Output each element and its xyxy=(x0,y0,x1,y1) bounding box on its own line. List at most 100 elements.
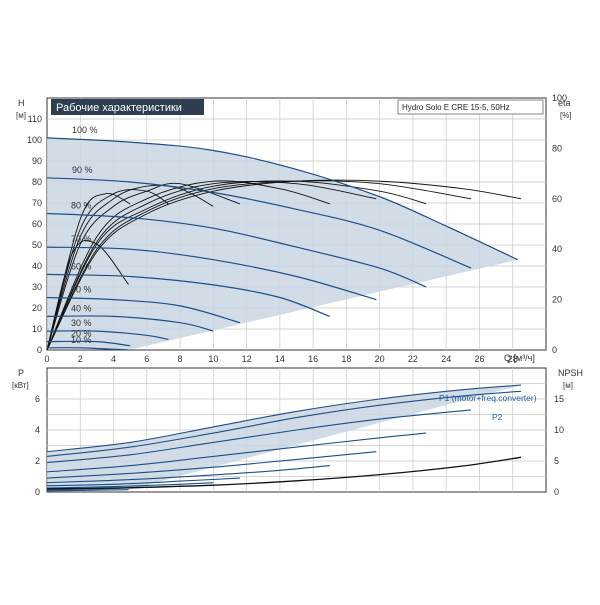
efficiency-curve xyxy=(46,240,129,351)
npsh-curve xyxy=(46,456,522,490)
head-curve xyxy=(46,273,331,317)
curve-speed-label: 100 % xyxy=(72,125,98,135)
y2-tick-label: 0 xyxy=(552,345,557,355)
y-tick-label: 0 xyxy=(37,345,42,355)
efficiency-curve xyxy=(46,179,522,351)
x-tick-label: 2 xyxy=(78,354,83,364)
lower-panel: 0 2 4 6 0 5 10 15 P [кВт] NPSH [м] P1 (motor+fr… xyxy=(12,367,583,497)
y-tick-label: 60 xyxy=(32,219,42,229)
efficiency-curve xyxy=(46,189,169,351)
y2-tick-label: 15 xyxy=(554,394,564,404)
chart-title: Рабочие характеристики xyxy=(56,102,182,114)
p1-curve-label: P1 (motor+freq.converter) xyxy=(439,393,537,403)
curve-speed-label: 20 % xyxy=(71,329,92,339)
curve-speed-label: 70 % xyxy=(71,234,92,244)
y-axis-label-h: H xyxy=(18,98,25,108)
y-tick-label: 90 xyxy=(32,156,42,166)
efficiency-curve xyxy=(46,180,330,351)
head-curve xyxy=(46,246,377,301)
power-curve xyxy=(46,432,427,473)
pump-model-label: Hydro Solo E CRE 15-5, 50Hz xyxy=(402,103,510,112)
y2-axis-label-npsh: NPSH xyxy=(558,368,583,378)
head-curve xyxy=(46,137,518,261)
efficiency-curve xyxy=(46,181,377,351)
y2-axis-unit-eta: [%] xyxy=(560,111,572,120)
p2-curve-label: P2 xyxy=(492,412,503,422)
x-tick-label: 28 xyxy=(508,354,518,364)
y-tick-label: 0 xyxy=(35,487,40,497)
power-curve xyxy=(46,477,240,487)
x-tick-label: 16 xyxy=(308,354,318,364)
curve-speed-label: 10 % xyxy=(71,335,92,345)
power-curve xyxy=(46,482,214,489)
head-curve xyxy=(46,212,427,288)
y2-tick-label: 10 xyxy=(554,425,564,435)
power-curve xyxy=(46,489,129,492)
y-tick-label: 50 xyxy=(32,240,42,250)
y-axis-unit-p: [кВт] xyxy=(12,381,29,390)
y2-axis-label-eta: eta xyxy=(558,98,571,108)
lower-axis-ticks: 0 2 4 6 0 5 10 15 xyxy=(35,394,564,497)
curve-speed-label: 40 % xyxy=(71,303,92,313)
power-curve xyxy=(46,390,522,457)
title-box xyxy=(51,99,204,115)
head-curves: 100 % 90 % 80 % 70 % 60 % 50 % 40 % 30 %20 %10 … xyxy=(46,125,518,351)
y-tick-label: 4 xyxy=(35,425,40,435)
y2-tick-label: 100 xyxy=(552,93,567,103)
upper-panel: 100 % 90 % 80 % 70 % 60 % 50 % 40 % 30 %20 %10 … xyxy=(16,93,572,364)
x-tick-label: 4 xyxy=(111,354,116,364)
head-curve xyxy=(46,340,131,347)
power-curve xyxy=(46,384,522,453)
x-tick-label: 22 xyxy=(408,354,418,364)
y-axis-label-p: P xyxy=(18,368,24,378)
x-tick-label: 26 xyxy=(474,354,484,364)
y2-tick-label: 5 xyxy=(554,456,559,466)
head-curve xyxy=(46,296,241,324)
y2-tick-label: 0 xyxy=(554,487,559,497)
x-tick-label: 14 xyxy=(275,354,285,364)
x-tick-label: 6 xyxy=(144,354,149,364)
y2-tick-label: 20 xyxy=(552,295,562,305)
y-tick-label: 40 xyxy=(32,261,42,271)
y-tick-label: 110 xyxy=(28,114,42,124)
head-curve xyxy=(46,177,472,269)
y-tick-label: 10 xyxy=(32,324,42,334)
y2-tick-label: 80 xyxy=(552,143,562,153)
efficiency-curve xyxy=(46,184,214,351)
curve-speed-label: 90 % xyxy=(72,165,93,175)
y-tick-label: 100 xyxy=(27,135,42,145)
info-box xyxy=(397,99,544,115)
x-tick-label: 0 xyxy=(44,354,49,364)
power-curve xyxy=(46,409,472,464)
y-tick-label: 2 xyxy=(35,456,40,466)
y-tick-label: 20 xyxy=(32,303,42,313)
npsh-curves xyxy=(46,456,522,490)
y-axis-unit-h: [м] xyxy=(16,111,26,120)
x-tick-label: 20 xyxy=(375,354,385,364)
y2-tick-label: 40 xyxy=(552,244,562,254)
x-axis-unit-q: Q [м³/ч] xyxy=(504,353,535,363)
x-tick-label: 24 xyxy=(441,354,451,364)
y-tick-label: 30 xyxy=(32,282,42,292)
y2-tick-label: 60 xyxy=(552,194,562,204)
x-tick-label: 18 xyxy=(341,354,351,364)
efficiency-curve xyxy=(46,180,472,351)
head-curve xyxy=(46,315,214,332)
head-curve xyxy=(46,330,169,341)
y2-axis-unit-npsh: [м] xyxy=(563,381,573,390)
curve-speed-label: 60 % xyxy=(71,261,92,271)
power-curve xyxy=(46,451,377,479)
curve-speed-label: 30 % xyxy=(71,318,92,328)
power-range-band xyxy=(47,385,521,491)
x-tick-label: 10 xyxy=(208,354,218,364)
y-tick-label: 6 xyxy=(35,394,40,404)
head-curve xyxy=(46,347,129,351)
curve-speed-label: 50 % xyxy=(71,285,92,295)
x-tick-label: 12 xyxy=(242,354,252,364)
upper-axis-ticks: 0 2 4 6 8 10 12 14 16 18 20 22 24 26 28010203040506070… xyxy=(27,93,567,364)
y-tick-label: 70 xyxy=(32,198,42,208)
x-tick-label: 8 xyxy=(178,354,183,364)
power-curve xyxy=(46,465,330,484)
